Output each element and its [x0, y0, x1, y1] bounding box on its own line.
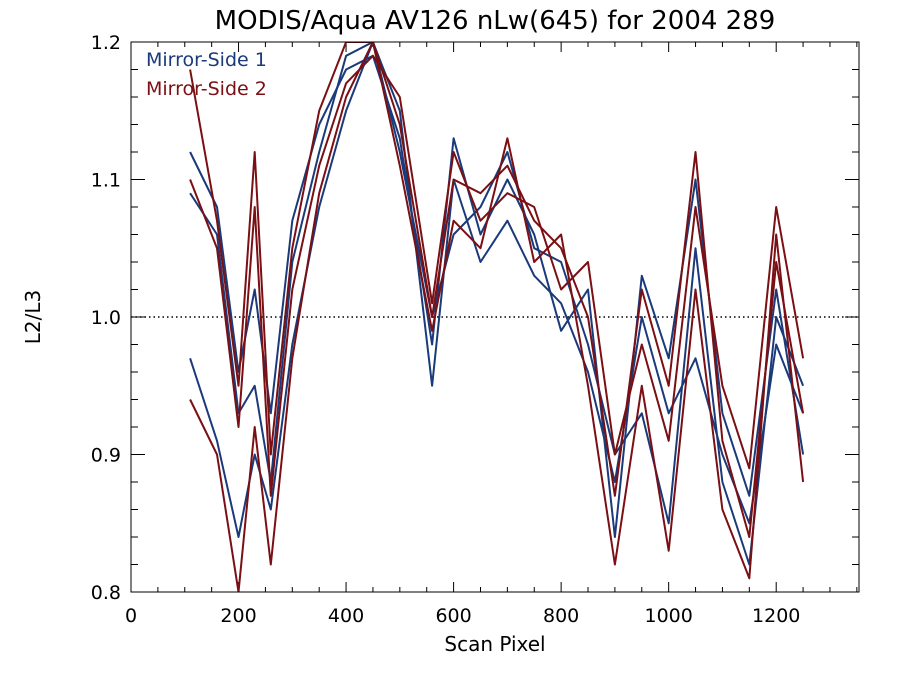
y-tick-label: 1.2: [91, 32, 121, 54]
x-tick-label: 0: [125, 605, 137, 627]
x-tick-label: 1000: [644, 605, 692, 627]
series-line-5: [189, 42, 805, 592]
series-line-3: [189, 54, 805, 538]
x-axis-label: Scan Pixel: [444, 632, 545, 656]
x-tick-label: 600: [435, 605, 471, 627]
x-tick-label: 1200: [752, 605, 800, 627]
x-tick-labels: 0 200 400 600 800 1000 1200: [125, 605, 800, 627]
y-tick-label: 0.8: [91, 582, 121, 604]
series-layer: [189, 42, 805, 592]
legend-entry: Mirror-Side 2: [146, 78, 267, 100]
plot-frame: [130, 41, 860, 593]
y-axis-label: L2/L3: [21, 290, 45, 344]
y-tick-labels: 0.8 0.9 1.0 1.1 1.2: [91, 32, 121, 604]
series-line-2: [189, 42, 805, 566]
x-tick-label: 800: [543, 605, 579, 627]
chart-title: MODIS/Aqua AV126 nLw(645) for 2004 289: [215, 6, 776, 36]
x-tick-label: 400: [328, 605, 364, 627]
legend-entry: Mirror-Side 1: [146, 49, 267, 71]
x-tick-label: 200: [220, 605, 256, 627]
y-tick-label: 1.0: [91, 307, 121, 329]
y-tick-label: 1.1: [91, 170, 121, 192]
series-line-6: [189, 54, 805, 497]
y-tick-label: 0.9: [91, 445, 121, 467]
series-line-4: [189, 42, 805, 538]
legend: Mirror-Side 1 Mirror-Side 2: [146, 49, 267, 100]
